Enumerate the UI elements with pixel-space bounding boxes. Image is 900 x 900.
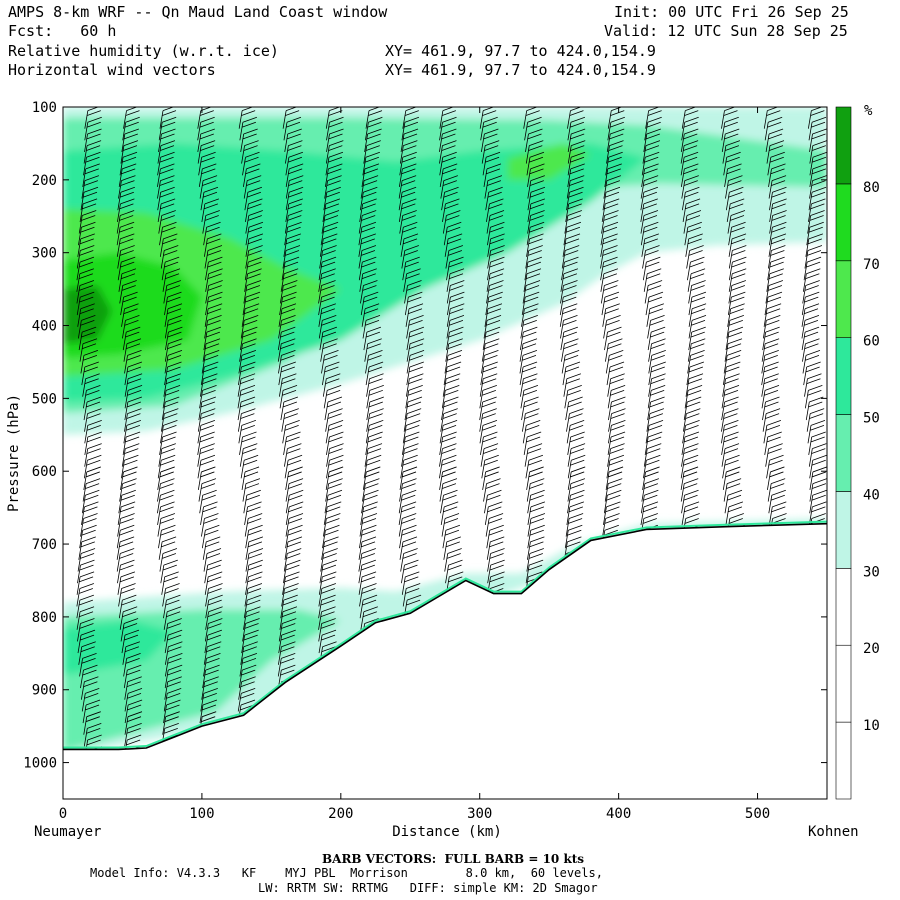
colorbar-box-8 xyxy=(835,106,852,185)
colorbar-box-3 xyxy=(835,491,852,569)
barb-column-0 xyxy=(76,107,102,782)
y-tick-label-400: 400 xyxy=(32,319,57,335)
colorbar-label-30: 30 xyxy=(863,564,880,580)
x-tick-label-400: 400 xyxy=(606,806,631,822)
barb-column-6 xyxy=(318,107,344,689)
barb-column-2 xyxy=(157,107,183,770)
rh-band-80-core xyxy=(63,285,112,344)
colorbar-label-40: 40 xyxy=(863,487,880,503)
y-tick-label-500: 500 xyxy=(32,391,57,407)
barb-column-18 xyxy=(801,107,827,549)
y-axis: 100 200 300 400 500 600 700 800 900 1000 xyxy=(23,100,827,772)
model-info-2: LW: RRTM SW: RRTMG DIFF: simple KM: 2D S… xyxy=(258,881,598,895)
x-left-label: Neumayer xyxy=(34,824,101,840)
field-label-wind: Horizontal wind vectors xyxy=(8,61,216,79)
barb-column-14 xyxy=(640,107,666,560)
y-tick-label-600: 600 xyxy=(32,464,57,480)
colorbar-label-60: 60 xyxy=(863,334,880,350)
y-axis-label: Pressure (hPa) xyxy=(6,394,22,512)
xy-range-1: XY= 461.9, 97.7 to 424.0,154.9 xyxy=(385,42,656,60)
xy-range-2: XY= 461.9, 97.7 to 424.0,154.9 xyxy=(385,61,656,79)
barb-column-16 xyxy=(721,107,747,549)
colorbar-label-50: 50 xyxy=(863,411,880,427)
colorbar-label-10: 10 xyxy=(863,718,880,734)
barb-note: BARB VECTORS: FULL BARB = 10 kts xyxy=(322,852,585,866)
colorbar-box-2 xyxy=(835,568,852,646)
y-tick-label-300: 300 xyxy=(32,246,57,262)
y-tick-label-800: 800 xyxy=(32,610,57,626)
colorbar: 10 20 30 40 50 60 70 80 xyxy=(835,106,880,800)
colorbar-box-4 xyxy=(835,414,852,492)
barb-column-4 xyxy=(237,107,264,747)
valid-time: Valid: 12 UTC Sun 28 Sep 25 xyxy=(604,22,848,40)
colorbar-unit: % xyxy=(864,103,873,119)
field-label-rh: Relative humidity (w.r.t. ice) xyxy=(8,42,279,60)
barb-column-10 xyxy=(479,107,505,619)
barb-column-17 xyxy=(761,107,787,549)
colorbar-label-20: 20 xyxy=(863,641,880,657)
y-tick-label-200: 200 xyxy=(32,173,57,189)
barb-column-12 xyxy=(559,107,586,584)
barb-column-3 xyxy=(197,107,223,747)
y-tick-label-100: 100 xyxy=(32,100,57,116)
barb-column-5 xyxy=(277,107,304,712)
barb-column-13 xyxy=(600,107,626,560)
colorbar-label-80: 80 xyxy=(863,180,880,196)
colorbar-box-6 xyxy=(835,260,852,338)
x-tick-label-100: 100 xyxy=(189,806,214,822)
x-axis-label: Distance (km) xyxy=(392,824,502,840)
x-tick-label-0: 0 xyxy=(59,806,67,822)
model-info-1: Model Info: V4.3.3 KF MYJ PBL Morrison 8… xyxy=(90,866,603,880)
barb-column-1 xyxy=(116,107,143,782)
chart-title: AMPS 8-km WRF -- Qn Maud Land Coast wind… xyxy=(8,3,388,21)
terrain-accent xyxy=(63,520,828,749)
terrain-line xyxy=(63,522,828,751)
colorbar-box-0 xyxy=(835,721,852,800)
rh-band-30-lower xyxy=(63,518,827,756)
x-axis: 0 100 200 300 400 500 xyxy=(59,107,770,822)
terrain-surface xyxy=(63,523,827,799)
x-tick-label-200: 200 xyxy=(328,806,353,822)
y-tick-label-900: 900 xyxy=(32,683,57,699)
colorbar-box-7 xyxy=(835,183,852,262)
y-tick-label-1000: 1000 xyxy=(23,756,57,772)
colorbar-label-70: 70 xyxy=(863,257,880,273)
forecast-hour: Fcst: 60 h xyxy=(8,22,117,40)
barb-column-11 xyxy=(519,107,546,619)
rh-band-50-lower xyxy=(63,620,175,676)
x-tick-label-500: 500 xyxy=(745,806,770,822)
x-tick-label-300: 300 xyxy=(467,806,492,822)
y-tick-label-700: 700 xyxy=(32,537,57,553)
colorbar-box-5 xyxy=(835,337,852,415)
plot-frame xyxy=(62,106,828,800)
init-time: Init: 00 UTC Fri 26 Sep 25 xyxy=(614,3,849,21)
barb-column-9 xyxy=(438,107,465,619)
barb-column-15 xyxy=(680,107,707,560)
barb-column-7 xyxy=(358,107,384,654)
x-right-label: Kohnen xyxy=(808,824,859,840)
colorbar-box-1 xyxy=(835,644,852,723)
barb-column-8 xyxy=(398,107,425,642)
wind-barbs xyxy=(76,107,827,782)
